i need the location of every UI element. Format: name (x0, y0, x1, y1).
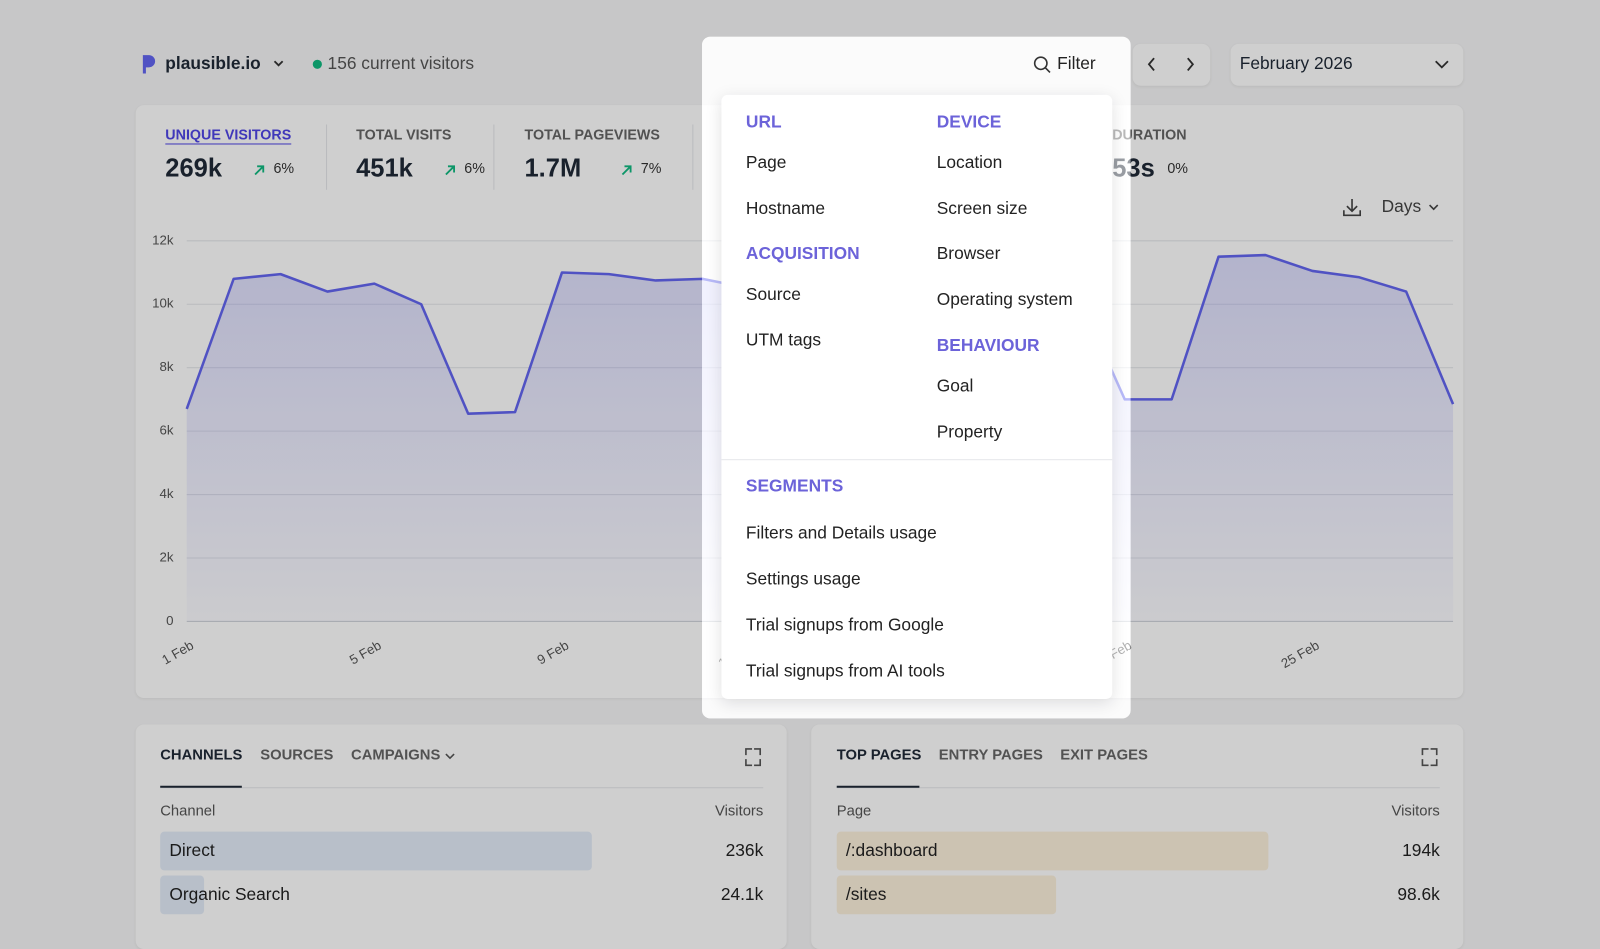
y-tick-label: 8k (159, 359, 173, 374)
chevron[interactable] (1429, 204, 1439, 211)
menu-item[interactable]: Operating system (936, 289, 1073, 310)
site-name[interactable]: plausible.io (165, 53, 261, 74)
menu-item[interactable]: Trial signups from Google (745, 615, 944, 635)
tab[interactable]: SOURCES (260, 747, 334, 764)
menu-item[interactable]: UTM tags (745, 330, 822, 350)
metric-change: 0% (1167, 159, 1188, 177)
y-tick-label: 4k (159, 486, 173, 501)
column-header: Channel (160, 803, 216, 820)
menu-item[interactable]: Browser (936, 244, 1001, 264)
row-label[interactable]: Direct (169, 840, 215, 860)
trend-arrow (445, 165, 455, 176)
metric-label[interactable]: UNIQUE VISITORS (165, 126, 292, 143)
metric-label[interactable]: DURATION (1112, 126, 1187, 143)
tab[interactable]: TOP PAGES (836, 747, 922, 764)
x-tick-label: 5 Feb (347, 638, 384, 668)
menu-heading: URL (745, 112, 782, 132)
bar (836, 875, 1057, 915)
menu-divider (721, 459, 1113, 461)
tab[interactable]: ENTRY PAGES (938, 747, 1043, 764)
menu-item[interactable]: Source (745, 284, 801, 305)
row-value: 236k (725, 840, 764, 860)
menu-heading: SEGMENTS (745, 476, 844, 496)
menu-item[interactable]: Screen size (936, 198, 1028, 218)
expand-icon[interactable] (745, 748, 762, 767)
menu-item[interactable]: Settings usage (745, 569, 861, 589)
trend-arrow (254, 165, 265, 176)
bar (836, 831, 1269, 871)
menu-heading: DEVICE (936, 112, 1002, 132)
metric-value: 269k (165, 154, 223, 183)
tab[interactable]: CHANNELS (160, 747, 243, 764)
menu-heading: BEHAVIOUR (936, 335, 1040, 355)
menu-item[interactable]: Property (936, 421, 1003, 442)
date-picker[interactable] (1230, 43, 1464, 86)
menu-item[interactable]: Goal (936, 376, 974, 396)
metric-value: 1.7M (524, 154, 582, 183)
metric-change: 6% (273, 159, 295, 177)
menu-item[interactable]: Filters and Details usage (745, 523, 937, 543)
date-label[interactable]: February 2026 (1239, 53, 1353, 74)
tab[interactable]: EXIT PAGES (1060, 747, 1148, 764)
download-icon[interactable] (1343, 198, 1362, 217)
date-nav[interactable] (1132, 43, 1211, 86)
y-tick-label: 12k (152, 232, 174, 247)
live-dot (312, 59, 322, 69)
menu-item[interactable]: Page (745, 152, 787, 173)
x-tick-label: 1 Feb (159, 638, 196, 668)
chevron[interactable] (445, 753, 455, 760)
row-label[interactable]: Organic Search (169, 884, 290, 904)
column-header: Visitors (1391, 803, 1440, 820)
bar (160, 831, 592, 871)
current-visitors[interactable]: 156 current visitors (327, 53, 475, 74)
row-value: 24.1k (720, 884, 764, 904)
menu-heading: ACQUISITION (745, 244, 860, 264)
expand-icon[interactable] (1421, 748, 1438, 767)
chevron[interactable] (1435, 60, 1449, 69)
interval-select[interactable]: Days (1381, 196, 1422, 217)
filter-button[interactable]: Filter (1057, 53, 1096, 74)
arrows[interactable] (1147, 57, 1195, 71)
metric-change: 7% (640, 159, 662, 177)
x-tick-label: 9 Feb (534, 638, 571, 668)
metric-value: 451k (356, 154, 413, 183)
x-tick-label: 25 Feb (1278, 638, 1321, 672)
column-header: Page (836, 803, 872, 820)
row-label[interactable]: /sites (845, 884, 887, 904)
y-tick-label: 2k (159, 549, 173, 564)
column-header: Visitors (715, 803, 764, 820)
row-value: 98.6k (1397, 884, 1440, 904)
y-tick-label: 0 (166, 613, 173, 628)
filter-menu: URL Page Hostname ACQUISITION Source UTM tags… (721, 94, 1113, 699)
menu-item[interactable]: Hostname (745, 198, 825, 218)
metric-change: 6% (464, 159, 485, 177)
y-tick-label: 6k (159, 423, 173, 438)
chevron[interactable] (273, 60, 284, 67)
metric-label[interactable]: TOTAL VISITS (356, 126, 452, 143)
menu-item[interactable]: Location (936, 152, 1003, 173)
row-value: 194k (1402, 840, 1440, 860)
row-label[interactable]: /:dashboard (845, 840, 938, 860)
logo (142, 55, 156, 74)
bar (160, 875, 205, 915)
menu-item[interactable]: Trial signups from AI tools (745, 661, 945, 681)
metric-label[interactable]: TOTAL PAGEVIEWS (524, 126, 660, 143)
tab[interactable]: CAMPAIGNS (351, 747, 441, 764)
trend-arrow (621, 165, 632, 176)
y-tick-label: 10k (152, 296, 174, 311)
